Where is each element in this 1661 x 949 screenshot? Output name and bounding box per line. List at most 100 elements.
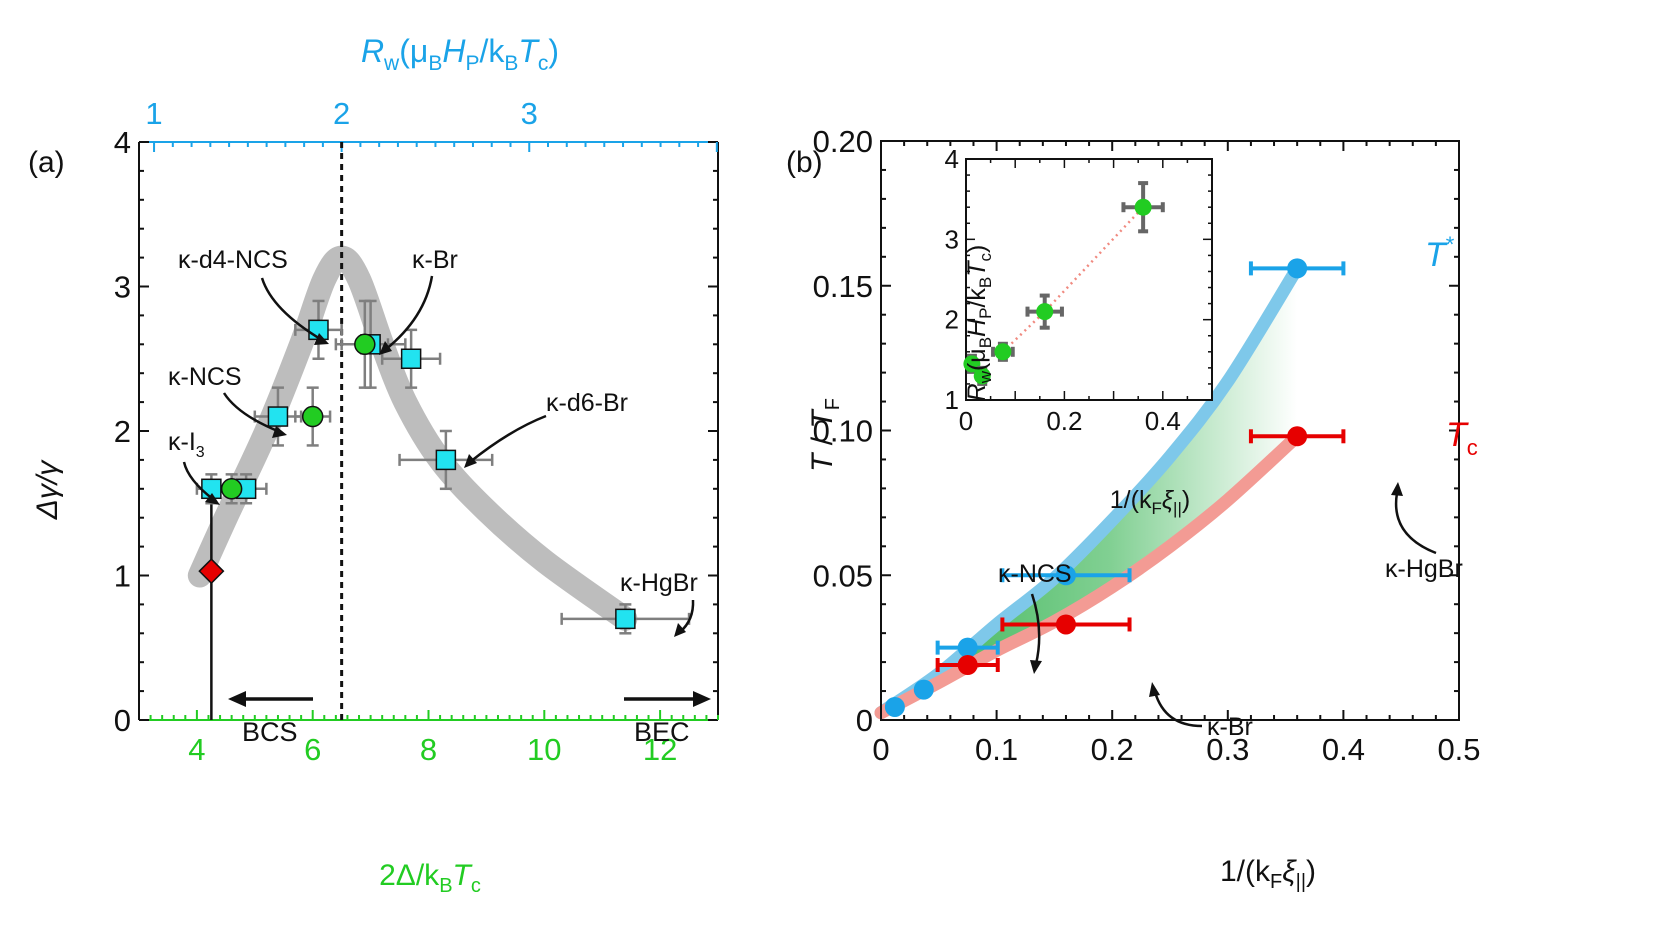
label-k-hgbr-b: κ-HgBr [1385,555,1463,583]
square-point [615,608,636,630]
top-tick-label: 1 [145,96,162,131]
label-k-br-b: κ-Br [1207,713,1253,741]
inset-point [994,343,1012,361]
circle-point [301,405,324,428]
panel-a-top-axis-title: Rw(μBHP/kBTc) [361,33,559,75]
tc-point [957,654,978,675]
y-tick-label: 0 [856,703,873,738]
x-tick-label: 8 [420,732,437,767]
panel-b: 0 0.05 0.10 0.15 0.20 0 0.1 0.2 0.3 0.4 0.5 1 2 3 4 0 0… [786,124,1481,893]
arrow-k-hgbr-b [1394,492,1437,555]
y-tick-label: 0.15 [813,269,873,304]
label-k-br-a: κ-Br [412,246,458,274]
panel-b-x-axis-title: 1/(kFξ||) [1220,855,1316,893]
square-point [435,449,457,471]
panel-a-y-axis-title: Δγ/γ [31,459,64,520]
y-tick-label: 4 [114,125,131,160]
inset-point [963,355,981,373]
x-tick-label: 0.4 [1322,732,1365,767]
panel-b-annotations: (b) T* Tc κ-NCS κ-Br κ-HgBr T / TF 1/(kF… [786,146,1478,893]
label-k-d6-br: κ-d6-Br [546,389,628,417]
top-tick-label: 3 [521,96,538,131]
arrowhead-k-hgbr-b [1391,482,1403,496]
y-tick-label: 0.05 [813,558,873,593]
inset-point [973,367,991,385]
y-tick-label: 1 [114,559,131,594]
x-tick-label: 0.1 [975,732,1018,767]
arrow-k-br-a [384,275,434,351]
square-point [400,348,422,369]
inset-point [1036,303,1054,321]
arrow-k-ncs [222,392,281,434]
tc-point [1055,614,1076,635]
inset-point [1134,198,1152,216]
arrowhead-k-br-b [1149,682,1160,697]
label-bcs: BCS [242,717,298,747]
label-k-d4-ncs: κ-d4-NCS [178,246,288,274]
panel-a-annotations: (a) κ-I3 κ-NCS κ-d4-NCS κ-Br κ-d6-Br κ-H… [28,33,711,897]
label-k-hgbr-a: κ-HgBr [620,569,698,597]
panel-a-x-axis-title: 2Δ/kBTc [379,859,481,897]
arrowhead-k-ncs [272,426,287,438]
x-tick-label: 0 [872,732,889,767]
x-tick-label: 0.3 [1206,732,1249,767]
label-tstar: T* [1425,232,1455,274]
label-k-i3: κ-I3 [168,428,205,461]
arrow-k-d6-br [469,414,547,463]
label-k-ncs-b: κ-NCS [998,560,1072,588]
inset-y-tick-label: 1 [945,385,959,415]
arrowhead-k-d6-br [464,454,477,468]
arrow-k-hgbr-a [679,599,695,633]
tstar-point [884,696,905,717]
pseudogap-region [881,268,1298,713]
inset-frame [965,158,1213,401]
tstar-point [913,679,934,700]
arrowhead-bec [693,691,711,707]
inset-y-tick-label: 4 [945,144,959,174]
guide-band-curve [187,245,638,631]
inset-x-tick-label: 0.4 [1145,406,1181,436]
arrow-k-br-b [1153,691,1203,728]
x-tick-label: 6 [304,732,321,767]
arrowhead-k-ncs-b [1030,660,1042,674]
inset-y-tick-label: 3 [945,224,959,254]
panel-b-data-marks [884,258,1346,717]
tstar-point [957,637,978,658]
panel-b-label: (b) [786,146,823,179]
tc-point [1287,426,1308,447]
y-tick-label: 0.10 [813,414,873,449]
arrowhead-k-br-a [379,341,392,355]
label-bec: BEC [634,717,690,747]
circle-point [354,333,376,356]
panel-b-ticks: 00.050.100.150.200 0.1 0.2 0.3 0.4 0.5 [813,124,1481,767]
circle-point [220,478,243,500]
inset-trend-line [1002,206,1145,353]
panel-a-guide-band [187,245,638,631]
tc-band [874,429,1304,720]
inset-x-tick-label: 0 [959,406,973,436]
x-tick-label: 0.5 [1437,732,1480,767]
y-tick-label: 3 [114,270,131,305]
inset-y-axis-title: Rw(μBHP/kBTc) [963,245,995,402]
x-tick-label: 10 [527,732,561,767]
arrowhead-k-d4-ncs [314,333,329,345]
arrowhead-k-i3 [205,493,220,505]
x-tick-label: 4 [188,732,205,767]
arrow-k-d4-ncs [260,277,323,342]
y-tick-label: 0 [114,703,131,738]
panel-b-y-axis-title: T / TF [806,398,844,472]
arrow-k-ncs-b [1030,593,1041,665]
panel-b-inset: 1 2 3 4 0 0.2 0.4 [945,144,1213,436]
tstar-point [1055,565,1076,586]
y-tick-label: 2 [114,414,131,449]
x-tick-label: 0.2 [1091,732,1134,767]
y-tick-label: 0.20 [813,124,873,159]
diamond-point [198,558,225,585]
inset-x-tick-label: 0.2 [1046,406,1082,436]
label-tc: Tc [1446,416,1478,460]
tstar-point [1287,258,1308,279]
label-k-ncs: κ-NCS [168,363,242,391]
arrowhead-bcs [228,691,246,707]
